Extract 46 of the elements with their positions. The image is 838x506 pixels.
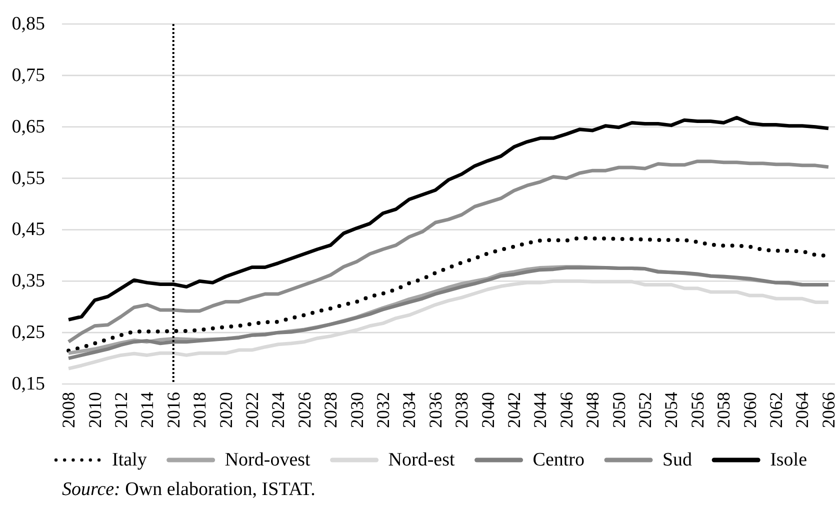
legend-label: Centro: [532, 450, 585, 470]
source-note: Source: Own elaboration, ISTAT.: [62, 479, 316, 500]
x-tick-label: 2032: [372, 392, 393, 428]
x-tick-label: 2022: [242, 392, 262, 428]
y-tick-label: 0,45: [12, 219, 45, 240]
x-tick-label: 2038: [452, 392, 472, 428]
legend-label: Nord-est: [388, 450, 456, 470]
x-tick-label: 2066: [818, 392, 838, 428]
y-tick-label: 0,65: [12, 116, 45, 138]
y-tick-label: 0,15: [12, 374, 45, 394]
x-tick-label: 2030: [346, 392, 367, 428]
x-tick-label: 2042: [504, 392, 524, 428]
x-tick-label: 2056: [687, 392, 708, 428]
legend-label: Nord-ovest: [224, 450, 312, 470]
x-tick-label: 2048: [582, 392, 603, 428]
line-series: [66, 160, 830, 344]
x-tick-label: 2044: [530, 392, 550, 428]
x-tick-label: 2060: [740, 392, 760, 428]
y-tick-label: 0,75: [12, 64, 45, 86]
x-tick-label: 2020: [216, 392, 236, 428]
x-tick-label: 2054: [661, 392, 682, 428]
x-tick-label: 2052: [635, 392, 656, 428]
y-tick-label: 0,25: [12, 322, 45, 344]
x-tick-label: 2010: [84, 392, 105, 428]
x-tick-label: 2026: [294, 392, 314, 428]
x-tick-label: 2046: [556, 392, 576, 428]
x-tick-label: 2008: [58, 392, 79, 428]
x-tick-label: 2040: [478, 392, 498, 428]
x-tick-label: 2058: [714, 392, 734, 428]
x-tick-label: 2028: [320, 392, 341, 428]
x-tick-label: 2014: [137, 392, 158, 428]
y-tick-label: 0,55: [12, 168, 45, 189]
legend-label: Italy: [112, 450, 148, 470]
legend-label: Sud: [662, 450, 693, 470]
x-tick-label: 2036: [425, 392, 446, 428]
legend-label: Isole: [770, 450, 807, 470]
y-tick-label: 0,35: [12, 270, 45, 292]
x-tick-label: 2050: [608, 392, 629, 428]
x-tick-label: 2062: [766, 392, 786, 428]
x-tick-label: 2064: [792, 392, 812, 428]
x-tick-label: 2024: [268, 392, 288, 428]
y-tick-label: 0,85: [12, 14, 45, 34]
x-tick-label: 2034: [399, 392, 420, 428]
x-tick-label: 2016: [163, 392, 184, 428]
x-tick-label: 2018: [190, 392, 210, 428]
x-tick-label: 2012: [110, 392, 131, 428]
